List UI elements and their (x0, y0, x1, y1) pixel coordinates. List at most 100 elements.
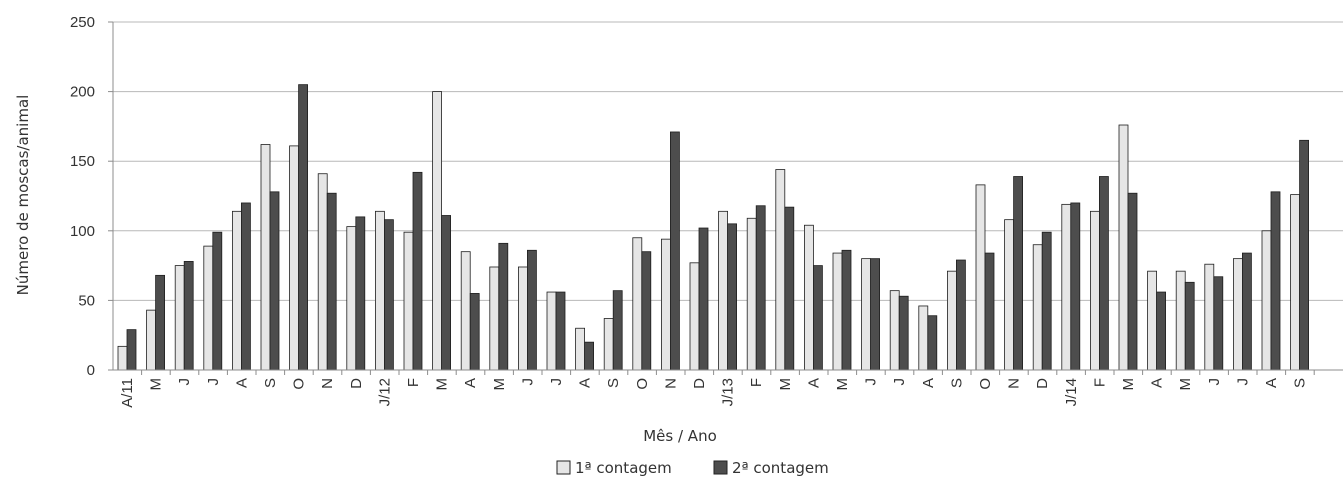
x-tick-label: D (691, 378, 708, 389)
bar-series-2 (412, 171, 423, 371)
x-tick-label: J (891, 378, 908, 386)
x-tick-label: J (205, 378, 222, 386)
y-tick-label: 100 (70, 223, 95, 240)
x-tick-label: D (1034, 378, 1051, 389)
bar-series-2 (641, 251, 652, 371)
bar-series-1 (403, 231, 414, 371)
bar-series-1 (775, 169, 786, 371)
bar-series-1 (546, 291, 557, 371)
bar-series-1 (289, 145, 300, 371)
bar-series-1 (374, 210, 385, 371)
bar-series-2 (383, 219, 394, 371)
bar-series-2 (784, 206, 795, 371)
bar-series-2 (555, 291, 566, 371)
x-tick-label: A/11 (119, 378, 136, 408)
bar-series-2 (155, 274, 166, 371)
x-tick-label: M (491, 378, 508, 391)
y-tick-label: 200 (70, 84, 95, 101)
bar-series-2 (1127, 192, 1138, 371)
bar-series-2 (698, 227, 709, 371)
bar-series-1 (146, 309, 157, 371)
bar-series-2 (1013, 176, 1023, 371)
bar-series-1 (260, 144, 271, 371)
x-tick-label: J/14 (1063, 378, 1080, 406)
bar-series-1 (689, 262, 700, 371)
bar-series-2 (1156, 291, 1166, 371)
bar-series-1 (1032, 244, 1043, 371)
bar-series-2 (298, 84, 309, 371)
bar-series-2 (498, 242, 509, 371)
bar-series-1 (460, 251, 471, 371)
x-tick-label: J (1234, 378, 1251, 386)
bar-series-2 (441, 215, 452, 371)
bar-series-2 (670, 131, 680, 371)
bar-series-2 (469, 293, 480, 371)
x-tick-label: A (1149, 378, 1166, 388)
bar-series-1 (1261, 230, 1272, 371)
bar-series-2 (1299, 139, 1309, 371)
x-tick-label: O (977, 378, 994, 390)
bar-series-2 (927, 315, 938, 371)
bar-series-1 (975, 184, 986, 371)
bar-series-2 (355, 216, 366, 371)
bar-series-2 (898, 295, 909, 371)
x-tick-label: S (948, 378, 965, 388)
bar-series-2 (212, 231, 223, 371)
bar-series-1 (117, 345, 128, 371)
x-tick-label: A (233, 378, 250, 388)
x-tick-label: N (1006, 378, 1023, 389)
x-tick-label: M (434, 378, 451, 391)
bar-series-2 (612, 290, 623, 371)
x-tick-label: A (462, 378, 479, 388)
x-tick-label: M (1120, 378, 1137, 391)
bar-series-1 (1147, 270, 1157, 371)
x-tick-label: F (748, 378, 765, 387)
bar-series-1 (889, 290, 900, 371)
bar-series-1 (832, 252, 843, 371)
x-tick-label: J (519, 378, 536, 386)
bar-series-2 (269, 191, 280, 371)
x-tick-label: M (1177, 378, 1194, 391)
x-tick-label: S (262, 378, 279, 388)
y-tick-label: 250 (70, 14, 95, 31)
bar-series-1 (489, 266, 500, 371)
bar-series-1 (575, 327, 585, 371)
x-tick-label: S (1292, 378, 1309, 388)
x-tick-label: M (777, 378, 794, 391)
bar-series-2 (1099, 176, 1109, 371)
x-tick-label: M (148, 378, 165, 391)
bar-series-2 (527, 249, 537, 371)
bar-series-1 (317, 173, 328, 371)
y-tick-label: 50 (78, 292, 95, 309)
x-tick-label: F (1091, 378, 1108, 387)
bar-series-2 (1270, 191, 1281, 371)
bar-series-2 (1070, 202, 1081, 371)
bar-series-1 (231, 210, 242, 371)
bar-series-2 (755, 205, 766, 371)
bar-series-1 (804, 224, 814, 371)
x-tick-label: A (577, 378, 594, 388)
bar-series-1 (1004, 219, 1014, 371)
x-tick-label: F (405, 378, 422, 387)
legend-label-1: 1ª contagem (575, 459, 672, 477)
bar-series-2 (326, 192, 337, 371)
axes (108, 21, 1343, 375)
x-tick-label: N (319, 378, 336, 389)
bar-series-2 (240, 202, 251, 371)
bar-series-1 (718, 210, 728, 371)
bar-series-2 (1242, 252, 1252, 371)
y-tick-labels: 0 50 100 150 200 250 (70, 14, 95, 379)
x-tick-label: D (348, 378, 365, 389)
bar-series-1 (1175, 270, 1186, 371)
x-tick-label: J (863, 378, 880, 386)
bars (117, 84, 1309, 371)
legend: 1ª contagem 2ª contagem (556, 459, 829, 477)
bar-series-1 (1204, 263, 1215, 371)
legend-swatch-1 (556, 460, 571, 475)
x-tick-label: M (834, 378, 851, 391)
bar-series-1 (203, 245, 214, 371)
bar-series-1 (1233, 258, 1243, 371)
bar-series-1 (432, 91, 443, 371)
bar-series-1 (661, 238, 671, 371)
